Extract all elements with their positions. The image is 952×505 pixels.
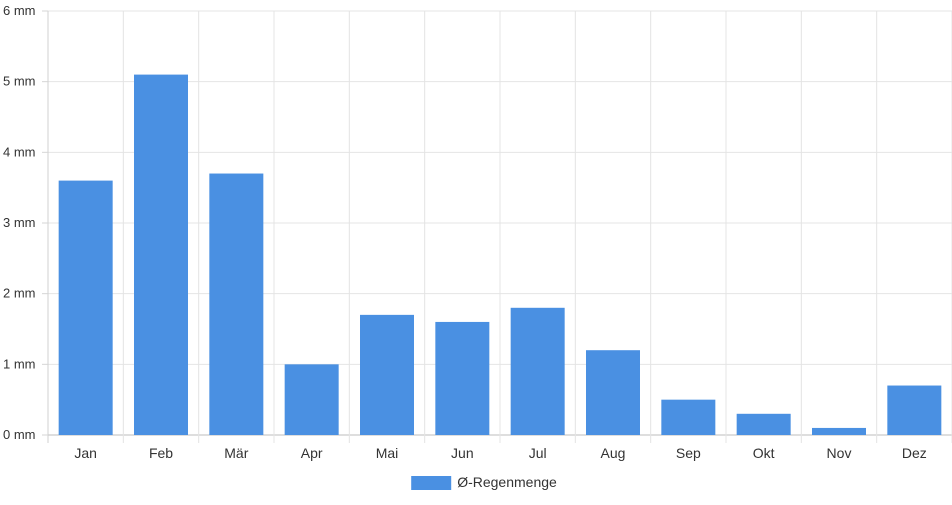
- bar-series: [58, 74, 942, 436]
- legend-label[interactable]: Ø-Regenmenge: [457, 474, 557, 490]
- axes: 0 mm 1 mm 2 mm 3 mm 4 mm 5 mm 6 mm Jan Feb Mär Apr…: [3, 3, 927, 461]
- grid-lines: [47, 10, 952, 443]
- bar-sep[interactable]: [661, 399, 716, 435]
- x-tick-label: Nov: [827, 445, 852, 461]
- y-tick-label: 3 mm: [3, 215, 36, 230]
- y-tick-label: 5 mm: [3, 74, 36, 89]
- bar-aug[interactable]: [586, 350, 640, 435]
- y-tick-label: 1 mm: [3, 356, 36, 371]
- bar-jun[interactable]: [435, 321, 490, 435]
- bar-jul[interactable]: [510, 307, 565, 435]
- bar-mai[interactable]: [360, 314, 414, 435]
- bar-jan[interactable]: [58, 180, 113, 435]
- x-tick-label: Feb: [149, 445, 173, 461]
- x-tick-label: Mai: [376, 445, 399, 461]
- x-tick-label: Sep: [676, 445, 701, 461]
- bar-okt[interactable]: [736, 413, 791, 435]
- bar-mär[interactable]: [209, 173, 264, 436]
- x-tick-label: Jun: [451, 445, 474, 461]
- x-tick-label: Okt: [753, 445, 775, 461]
- bar-feb[interactable]: [134, 74, 188, 435]
- y-tick-label: 0 mm: [3, 427, 36, 442]
- x-tick-label: Apr: [301, 445, 323, 461]
- legend[interactable]: Ø-Regenmenge: [411, 474, 557, 490]
- bar-nov[interactable]: [812, 427, 866, 435]
- legend-swatch[interactable]: [411, 476, 452, 490]
- y-tick-label: 4 mm: [3, 144, 36, 159]
- x-tick-label: Jul: [529, 445, 547, 461]
- y-tick-label: 6 mm: [3, 3, 36, 18]
- bar-dez[interactable]: [887, 385, 942, 435]
- x-tick-label: Dez: [902, 445, 927, 461]
- bar-apr[interactable]: [284, 364, 339, 435]
- y-tick-label: 2 mm: [3, 286, 36, 301]
- x-tick-label: Aug: [601, 445, 626, 461]
- x-tick-label: Mär: [224, 445, 248, 461]
- x-tick-label: Jan: [74, 445, 97, 461]
